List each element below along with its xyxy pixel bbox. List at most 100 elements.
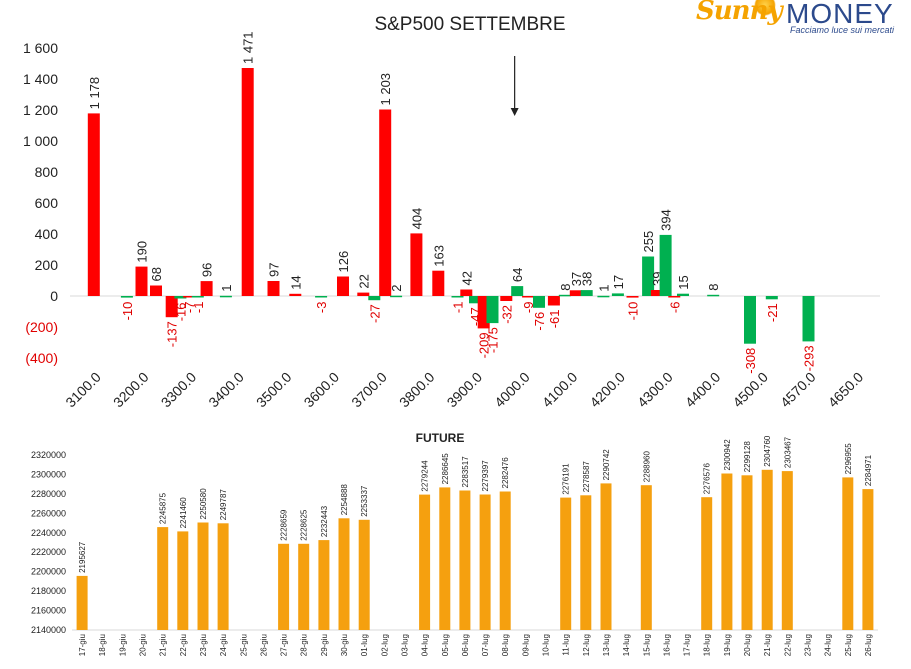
bar-data-label: 255	[641, 231, 656, 253]
bar-data-label: -10	[120, 302, 135, 321]
future-y-tick-label: 2220000	[31, 547, 66, 557]
future-bar-data-label: 2245875	[159, 492, 168, 524]
y-tick-label: 600	[35, 195, 59, 211]
future-bar-data-label: 2253337	[360, 485, 369, 517]
x-tick-label: 4400.0	[682, 369, 724, 411]
logo-money: MONEY	[786, 0, 894, 29]
bar-data-label: 163	[431, 245, 446, 267]
future-x-tick-label: 30-giu	[340, 634, 349, 656]
future-x-tick-label: 08-lug	[501, 634, 510, 656]
x-tick-label: 4000.0	[491, 369, 533, 411]
bar-data-label: 17	[611, 275, 626, 289]
future-x-tick-label: 21-lug	[763, 634, 772, 656]
x-tick-label: 3500.0	[253, 369, 295, 411]
future-bar-data-label: 2254888	[340, 484, 349, 516]
future-bar	[358, 519, 370, 630]
future-bar	[640, 485, 652, 630]
future-bar	[862, 489, 874, 630]
future-bar-data-label: 2303467	[783, 436, 792, 468]
y-tick-label: 400	[35, 226, 59, 242]
logo-tagline: Facciamo luce sui mercati	[790, 25, 895, 35]
future-bar-data-label: 2286645	[441, 453, 450, 485]
future-bar	[701, 497, 713, 630]
future-bar	[439, 487, 451, 630]
bar-put	[451, 296, 464, 298]
future-x-tick-label: 14-lug	[622, 634, 631, 656]
bar-data-label: 15	[676, 275, 691, 289]
future-bar	[560, 497, 572, 630]
future-bar-data-label: 2241460	[179, 497, 188, 529]
down-arrow-icon	[510, 56, 519, 116]
bar-data-label: 190	[135, 241, 150, 263]
future-x-tick-label: 27-giu	[280, 634, 289, 656]
bar-data-label: -1	[451, 302, 466, 314]
bar-data-label: -308	[743, 348, 758, 374]
bar-call	[241, 68, 254, 296]
future-bar-data-label: 2249787	[219, 489, 228, 521]
bar-call	[522, 296, 535, 298]
bar-data-label: 404	[409, 208, 424, 230]
bar-put	[580, 290, 593, 296]
future-bar-data-label: 2284971	[864, 454, 873, 486]
bar-data-label: 37	[569, 272, 584, 286]
future-bar	[338, 518, 350, 630]
future-x-tick-label: 15-lug	[642, 634, 651, 656]
future-x-tick-label: 25-lug	[844, 634, 853, 656]
bar-call	[569, 290, 582, 296]
future-bar-data-label: 2232443	[320, 505, 329, 537]
bar-data-label: -21	[765, 303, 780, 322]
future-y-tick-label: 2140000	[31, 625, 66, 635]
future-bar	[177, 531, 189, 630]
x-tick-label: 3600.0	[301, 369, 343, 411]
bar-call	[410, 233, 423, 296]
bar-data-label: 1	[219, 285, 234, 292]
bar-call	[379, 109, 392, 296]
bar-data-label: -7	[182, 302, 197, 314]
future-bar-data-label: 2279244	[421, 460, 430, 492]
bar-put	[390, 295, 403, 298]
x-tick-label: 4570.0	[777, 369, 819, 411]
future-bar-data-label: 2195627	[78, 541, 87, 573]
bar-data-label: 126	[336, 251, 351, 273]
bar-data-label: -6	[667, 302, 682, 314]
bar-put	[511, 286, 524, 296]
y-tick-label: (200)	[25, 319, 58, 335]
bar-data-label: -175	[486, 327, 501, 353]
future-bar-chart: FUTURE 2320000 2300000 2280000 2260000 22400…	[31, 431, 878, 656]
bar-data-label: -1	[191, 302, 206, 314]
future-bar-data-label: 2299128	[743, 441, 752, 473]
future-chart-title: FUTURE	[416, 431, 465, 445]
x-tick-label: 3300.0	[158, 369, 200, 411]
future-x-tick-label: 18-lug	[703, 634, 712, 656]
marker-arrowhead	[510, 108, 519, 116]
future-x-tick-label: 18-giu	[98, 634, 107, 656]
future-bar-data-label: 2228625	[300, 509, 309, 541]
bar-put	[120, 296, 133, 298]
future-bar-data-label: 2283517	[461, 456, 470, 488]
bar-put	[368, 296, 381, 301]
future-bar	[479, 494, 491, 630]
future-x-tick-label: 23-lug	[804, 634, 813, 656]
bar-data-label: 38	[580, 272, 595, 286]
x-tick-label: 4200.0	[586, 369, 628, 411]
future-x-tick-label: 22-lug	[783, 634, 792, 656]
bar-call	[267, 281, 280, 296]
bar-call	[460, 289, 473, 296]
future-bar-data-label: 2288960	[642, 451, 651, 483]
sun-icon	[754, 0, 776, 16]
future-bar-data-label: 2296955	[844, 443, 853, 475]
bar-data-label: -61	[547, 310, 562, 329]
bar-data-label: 22	[356, 274, 371, 288]
future-bar-data-label: 2276191	[562, 463, 571, 495]
future-bar	[298, 543, 310, 630]
y-tick-label: (400)	[25, 350, 58, 366]
future-bar	[741, 475, 753, 630]
bar-data-label: 8	[558, 284, 573, 291]
future-bar-data-label: 2300942	[723, 439, 732, 471]
y-tick-label: 1 000	[23, 133, 58, 149]
future-bar	[217, 523, 229, 630]
future-x-tick-label: 02-lug	[380, 634, 389, 656]
bar-put	[533, 296, 545, 308]
bar-call	[135, 266, 148, 296]
